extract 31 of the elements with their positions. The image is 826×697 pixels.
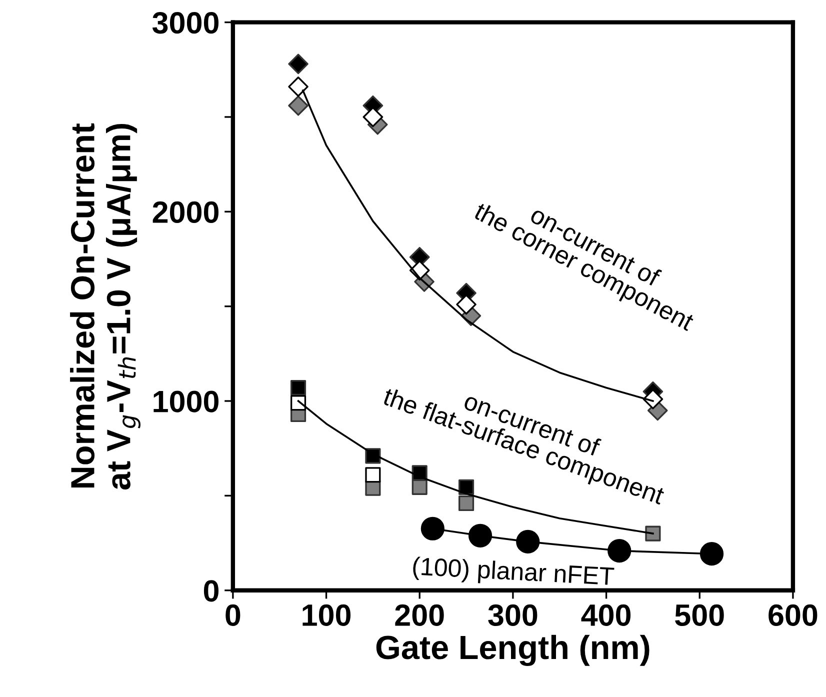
y-tick-label: 1000 bbox=[154, 390, 218, 412]
x-axis-title: Gate Length (nm) bbox=[376, 634, 650, 666]
annotation: (100) planar nFET bbox=[412, 556, 614, 590]
point bbox=[290, 380, 306, 396]
x-tick-label: 500 bbox=[675, 604, 724, 626]
point bbox=[288, 95, 308, 116]
point bbox=[290, 395, 306, 411]
point bbox=[645, 526, 661, 542]
y-tick-label: 2000 bbox=[152, 201, 218, 224]
point bbox=[468, 524, 492, 548]
x-tick-label: 0 bbox=[226, 604, 240, 626]
y-tick-label: 0 bbox=[204, 580, 218, 602]
point bbox=[288, 54, 308, 74]
point bbox=[362, 106, 384, 128]
point bbox=[516, 530, 540, 554]
x-tick-label: 400 bbox=[581, 604, 631, 626]
y-tick-label: 3000 bbox=[152, 12, 218, 34]
point bbox=[700, 542, 724, 566]
point bbox=[365, 467, 381, 483]
y-axis-title: Normalized On-Current at V$_{g}$-V$_{th}$=1.0 V (μA/μm) bbox=[70, 123, 140, 490]
x-tick-label: 200 bbox=[395, 604, 444, 626]
point bbox=[608, 538, 632, 563]
point bbox=[456, 294, 476, 315]
point bbox=[412, 479, 428, 495]
point bbox=[420, 516, 444, 540]
point bbox=[288, 76, 308, 97]
x-tick-label: 600 bbox=[768, 604, 818, 626]
x-tick-label: 100 bbox=[302, 604, 351, 626]
point bbox=[458, 479, 474, 495]
point bbox=[458, 495, 474, 512]
x-tick-label: 300 bbox=[488, 604, 538, 626]
